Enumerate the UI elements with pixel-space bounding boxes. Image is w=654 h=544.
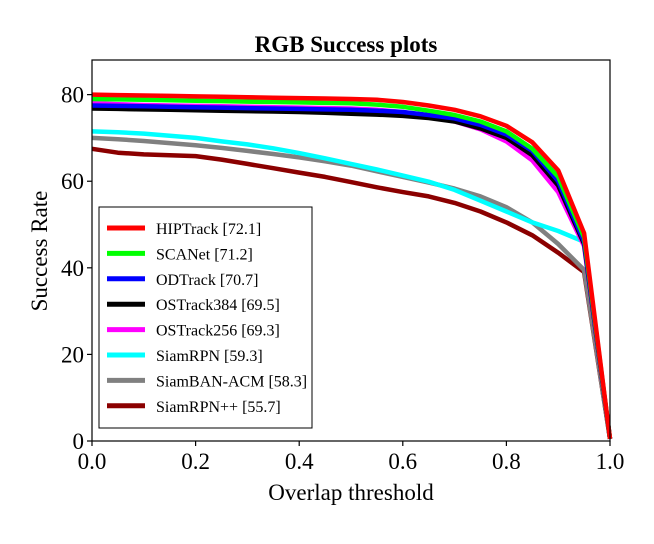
series-line-8 bbox=[91, 146, 613, 440]
legend-label: SiamRPN [59.3] bbox=[156, 348, 263, 365]
plot-frame bbox=[91, 59, 611, 442]
legend-label: SCANet [71.2] bbox=[156, 246, 253, 263]
legend-box bbox=[98, 206, 313, 429]
y-axis-label: Success Rate bbox=[27, 191, 52, 312]
x-tick-label: 0.6 bbox=[388, 449, 417, 474]
legend-label: OSTrack256 [69.3] bbox=[156, 323, 280, 340]
legend-label: HIPTrack [72.1] bbox=[156, 221, 261, 238]
legend-label: OSTrack384 [69.5] bbox=[156, 297, 280, 314]
series-line-6 bbox=[91, 129, 613, 440]
plot-lines bbox=[91, 92, 613, 440]
legend-label: SiamRPN++ [55.7] bbox=[156, 399, 281, 416]
y-tick-label: 40 bbox=[61, 256, 84, 281]
series-line-2 bbox=[91, 96, 613, 440]
legend-label: ODTrack [70.7] bbox=[156, 272, 259, 289]
y-tick-label: 20 bbox=[61, 342, 84, 367]
x-tick-label: 0.2 bbox=[181, 449, 210, 474]
x-tick-label: 0.0 bbox=[78, 449, 107, 474]
y-tick-label: 80 bbox=[61, 83, 84, 108]
legend-label: SiamBAN-ACM [58.3] bbox=[156, 373, 307, 390]
x-tick-label: 0.8 bbox=[492, 449, 521, 474]
series-line-1 bbox=[91, 92, 613, 440]
x-axis-label: Overlap threshold bbox=[268, 480, 434, 505]
x-tick-label: 1.0 bbox=[596, 449, 625, 474]
series-line-4 bbox=[91, 106, 613, 440]
legend: HIPTrack [72.1] SCANet [71.2] ODTrack [70.… bbox=[98, 206, 313, 429]
axes: 0.0 0.2 0.4 0.6 0.8 1.0 0 20 40 60 80 bbox=[61, 83, 624, 474]
y-tick-label: 0 bbox=[73, 429, 85, 454]
y-tick-label: 60 bbox=[61, 169, 84, 194]
chart-title: RGB Success plots bbox=[255, 32, 438, 57]
x-tick-label: 0.4 bbox=[285, 449, 314, 474]
